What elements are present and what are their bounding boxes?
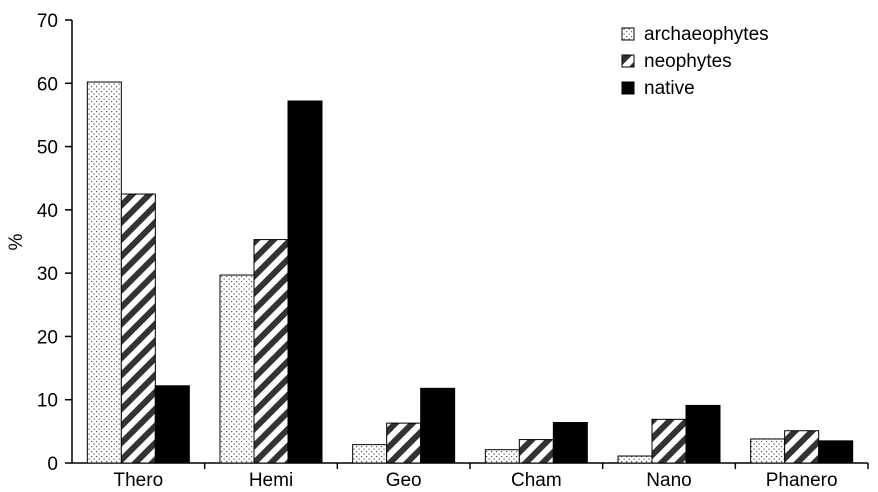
- y-tick-label: 30: [37, 264, 58, 285]
- x-tick-label: Geo: [386, 470, 422, 491]
- bar-archaeophytes-phanero: [750, 438, 786, 464]
- bar-neophytes-phanero: [784, 430, 820, 464]
- legend-label-neophytes: neophytes: [644, 51, 732, 72]
- y-tick-label: 40: [37, 201, 58, 222]
- x-tick-label: Nano: [646, 470, 691, 491]
- bar-neophytes-cham: [518, 439, 554, 464]
- y-tick-label: 50: [37, 138, 58, 159]
- bar-native-cham: [552, 421, 588, 464]
- x-tick-label: Phanero: [766, 470, 838, 491]
- bar-archaeophytes-hemi: [219, 274, 255, 464]
- x-tick-label: Thero: [114, 470, 164, 491]
- bar-native-phanero: [818, 440, 854, 464]
- y-tick-label: 0: [47, 454, 58, 475]
- legend-label-native: native: [644, 78, 695, 99]
- legend-label-archaeophytes: archaeophytes: [644, 24, 769, 45]
- y-tick-label: 20: [37, 327, 58, 348]
- legend: archaeophytes neophytes native: [621, 24, 769, 99]
- bar-native-nano: [685, 404, 721, 464]
- bar-neophytes-geo: [386, 422, 422, 464]
- y-tick-label: 70: [37, 11, 58, 32]
- x-ticks: Thero Hemi Geo Cham Nano Phanero: [114, 463, 869, 491]
- bar-native-geo: [420, 387, 456, 464]
- x-tick-label: Cham: [511, 470, 562, 491]
- bar-archaeophytes-geo: [352, 444, 388, 464]
- bar-neophytes-thero: [120, 193, 156, 464]
- bar-archaeophytes-cham: [484, 449, 520, 464]
- bar-native-hemi: [287, 100, 323, 464]
- legend-swatch-archaeophytes: [621, 27, 635, 41]
- bar-archaeophytes-nano: [617, 455, 653, 464]
- y-ticks: 0 10 20 30 40 50 60 70: [37, 11, 72, 475]
- bar-neophytes-nano: [651, 418, 687, 464]
- x-tick-label: Hemi: [249, 470, 293, 491]
- y-axis-label: %: [6, 233, 27, 250]
- y-tick-label: 10: [37, 391, 58, 412]
- bars: [86, 81, 854, 464]
- bar-neophytes-hemi: [253, 239, 289, 464]
- bar-native-thero: [154, 385, 190, 464]
- legend-swatch-native: [621, 81, 635, 95]
- y-tick-label: 60: [37, 74, 58, 95]
- legend-swatch-neophytes: [621, 54, 635, 68]
- bar-archaeophytes-thero: [86, 81, 122, 464]
- axes: [71, 20, 868, 464]
